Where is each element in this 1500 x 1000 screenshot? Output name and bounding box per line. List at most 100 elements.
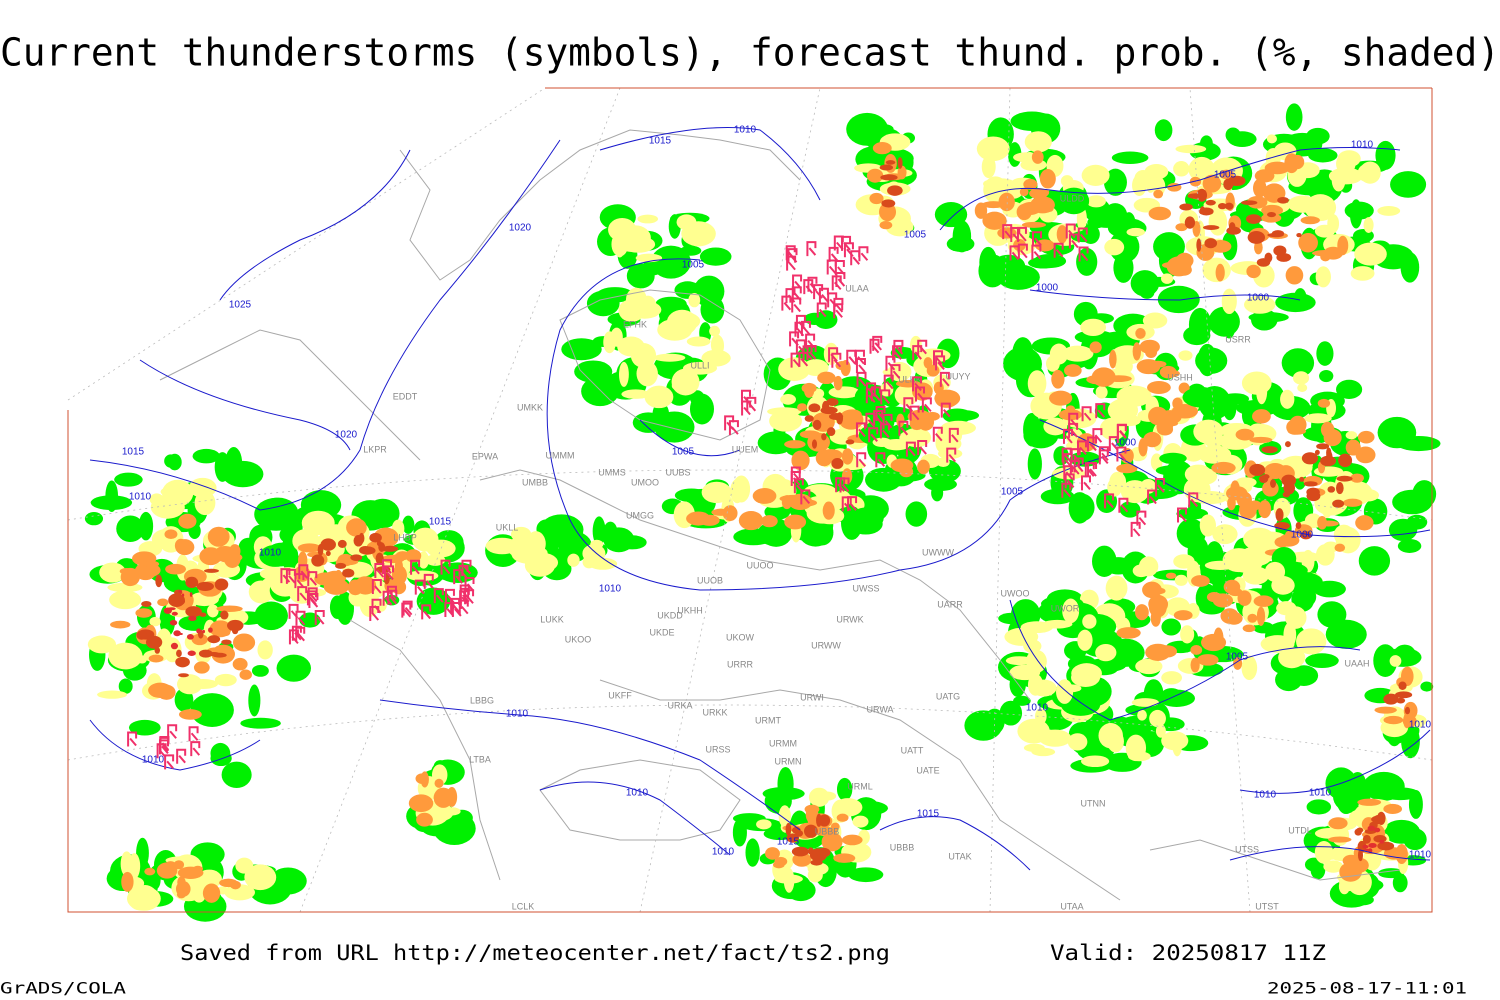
shade-cell xyxy=(1350,473,1364,483)
shade-cell xyxy=(1313,580,1346,598)
station-code: LUKK xyxy=(540,614,564,624)
shade-cell xyxy=(836,813,849,822)
shade-cell xyxy=(84,512,104,526)
isobar xyxy=(219,149,411,301)
shade-cell xyxy=(176,890,186,899)
shade-cell xyxy=(1202,225,1220,231)
shade-cell xyxy=(1400,666,1414,687)
shade-cell xyxy=(910,335,922,354)
shade-cell xyxy=(666,309,698,336)
shade-cell xyxy=(1388,518,1418,542)
timestamp: 2025-08-17-11:01 xyxy=(1267,979,1467,998)
isobar-label: 1010 xyxy=(712,847,735,858)
shade-cell xyxy=(207,526,230,547)
station-code: UWSS xyxy=(853,583,880,593)
station-code: UMBB xyxy=(522,477,548,487)
isobar-label: 1005 xyxy=(904,230,927,241)
shade-cell xyxy=(426,539,456,558)
storm-symbol xyxy=(308,592,319,608)
shade-cell xyxy=(1116,463,1138,474)
shade-cell xyxy=(157,598,169,607)
shade-cell xyxy=(1053,446,1069,466)
shade-cell xyxy=(202,629,206,634)
shade-cell xyxy=(1226,486,1248,501)
shade-cell xyxy=(240,717,281,729)
shade-cell xyxy=(1286,419,1303,435)
shade-cell xyxy=(1136,359,1161,375)
shade-cell xyxy=(644,385,674,409)
storm-symbol xyxy=(410,559,421,575)
isobar-label: 1010 xyxy=(1351,140,1374,151)
storm-symbol xyxy=(831,352,842,368)
isobar-label: 1010 xyxy=(1026,703,1049,714)
storm-symbol xyxy=(826,259,837,275)
shade-cell xyxy=(793,499,818,507)
shade-cell xyxy=(608,218,637,242)
shade-cell xyxy=(1354,894,1374,906)
shade-cell xyxy=(1275,508,1284,522)
shade-cell xyxy=(1180,625,1195,644)
storm-symbol xyxy=(1116,424,1127,440)
station-code: UMKK xyxy=(517,402,543,412)
shade-cell xyxy=(1095,385,1108,399)
shade-cell xyxy=(799,430,821,439)
shade-cell xyxy=(198,649,213,658)
shade-cell xyxy=(1258,500,1272,519)
shade-cell xyxy=(1316,443,1330,450)
shade-cell xyxy=(1328,817,1348,830)
shade-cell xyxy=(848,867,884,883)
shade-cell xyxy=(1212,524,1238,545)
shade-cell xyxy=(121,871,134,892)
border xyxy=(599,679,1121,901)
shade-cell xyxy=(942,408,972,424)
isobar-label: 1000 xyxy=(1114,438,1137,449)
shade-cell xyxy=(1362,834,1371,844)
shade-cell xyxy=(1323,860,1344,873)
storm-symbol xyxy=(1081,475,1091,491)
shade-cell xyxy=(1363,217,1374,233)
shade-cell xyxy=(1157,285,1200,314)
shade-cell xyxy=(254,497,298,531)
shade-cell xyxy=(688,292,701,308)
shade-cell xyxy=(1199,514,1216,537)
station-code: URMT xyxy=(755,715,781,725)
shade-cell xyxy=(1396,435,1441,452)
shade-cell xyxy=(998,192,1015,212)
shade-cell xyxy=(841,505,863,540)
station-code: UKFF xyxy=(608,690,632,700)
shade-cell xyxy=(821,433,827,441)
shade-cell xyxy=(219,629,231,637)
shade-cell xyxy=(1358,546,1391,576)
shade-cell xyxy=(437,562,478,583)
shade-cell xyxy=(1188,497,1202,517)
shade-cell xyxy=(1161,273,1174,284)
shade-cell xyxy=(204,568,219,573)
shade-cell xyxy=(119,568,133,575)
shade-cell xyxy=(1317,516,1328,530)
storm-symbol xyxy=(401,602,412,618)
shade-cell xyxy=(756,819,772,830)
shade-cell xyxy=(852,815,869,828)
shade-cell xyxy=(1243,295,1276,314)
storm-symbol xyxy=(1062,428,1073,444)
shade-cell xyxy=(178,589,182,594)
shade-cell xyxy=(1161,671,1183,685)
storm-symbol xyxy=(1098,446,1109,462)
storm-symbol xyxy=(890,364,901,380)
shade-cell xyxy=(1237,590,1252,606)
storm-symbol xyxy=(847,496,858,512)
shade-cell xyxy=(1342,854,1360,867)
shade-cell xyxy=(1267,211,1277,218)
shade-cell xyxy=(1017,718,1050,744)
shade-cell xyxy=(1350,266,1375,281)
shade-cell xyxy=(1182,387,1221,408)
isobar-label: 1005 xyxy=(682,260,705,271)
shade-cell xyxy=(1349,199,1363,229)
storm-symbol xyxy=(188,726,199,742)
shade-cell xyxy=(1336,475,1353,482)
shade-cell xyxy=(1205,199,1216,206)
border xyxy=(349,619,501,881)
shade-cell xyxy=(1395,844,1408,864)
shade-cell xyxy=(408,794,434,813)
shade-cell xyxy=(1195,347,1228,374)
